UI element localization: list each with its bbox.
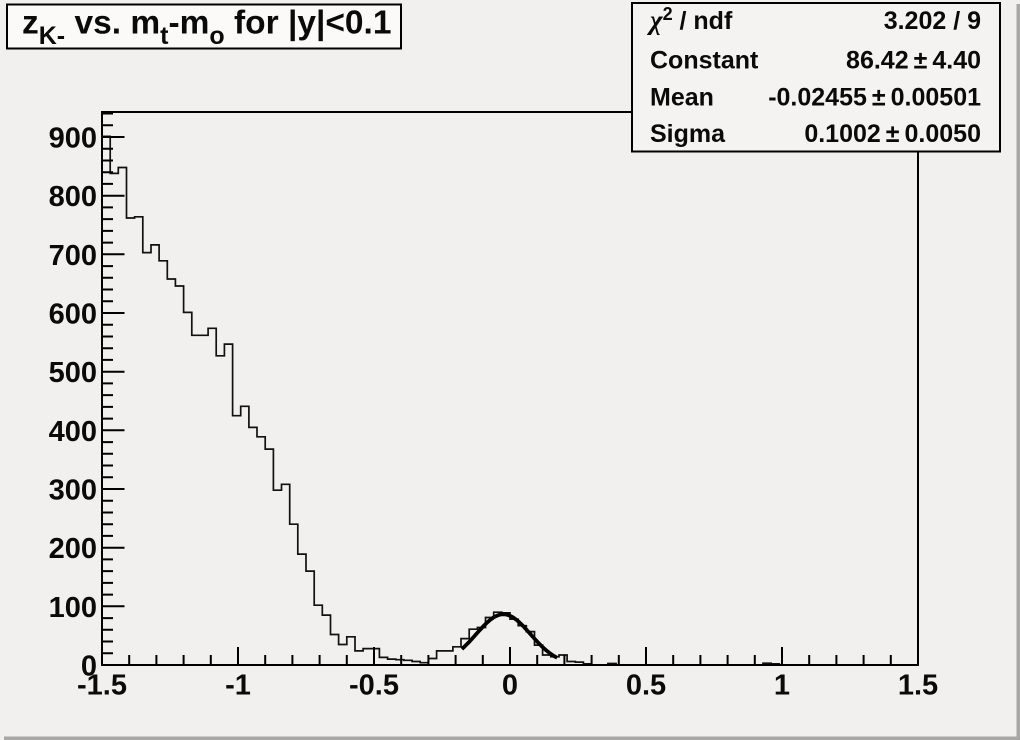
svg-text:800: 800 <box>49 181 97 213</box>
svg-text:200: 200 <box>49 533 97 565</box>
svg-text:86.42 ± 4.40: 86.42 ± 4.40 <box>846 47 981 75</box>
svg-text:Mean: Mean <box>650 84 714 112</box>
svg-text:Constant: Constant <box>650 47 759 75</box>
svg-text:-0.02455 ± 0.00501: -0.02455 ± 0.00501 <box>768 84 981 112</box>
svg-text:1.5: 1.5 <box>898 670 938 702</box>
svg-text:400: 400 <box>49 416 97 448</box>
svg-text:900: 900 <box>49 123 97 155</box>
svg-text:700: 700 <box>49 240 97 272</box>
svg-text:0.5: 0.5 <box>626 670 666 702</box>
svg-text:0: 0 <box>502 670 518 702</box>
svg-text:0: 0 <box>81 651 97 683</box>
svg-text:-1.5: -1.5 <box>77 670 127 702</box>
svg-text:Sigma: Sigma <box>650 120 726 148</box>
svg-text:-0.5: -0.5 <box>349 670 399 702</box>
svg-text:500: 500 <box>49 357 97 389</box>
svg-text:1: 1 <box>774 670 790 702</box>
svg-text:χ2 / ndf: χ2 / ndf <box>646 4 733 35</box>
svg-text:100: 100 <box>49 592 97 624</box>
svg-text:600: 600 <box>49 299 97 331</box>
svg-text:0.1002 ± 0.0050: 0.1002 ± 0.0050 <box>804 120 981 148</box>
svg-text:300: 300 <box>49 475 97 507</box>
svg-text:3.202 / 9: 3.202 / 9 <box>884 7 981 35</box>
svg-text:-1: -1 <box>225 670 251 702</box>
